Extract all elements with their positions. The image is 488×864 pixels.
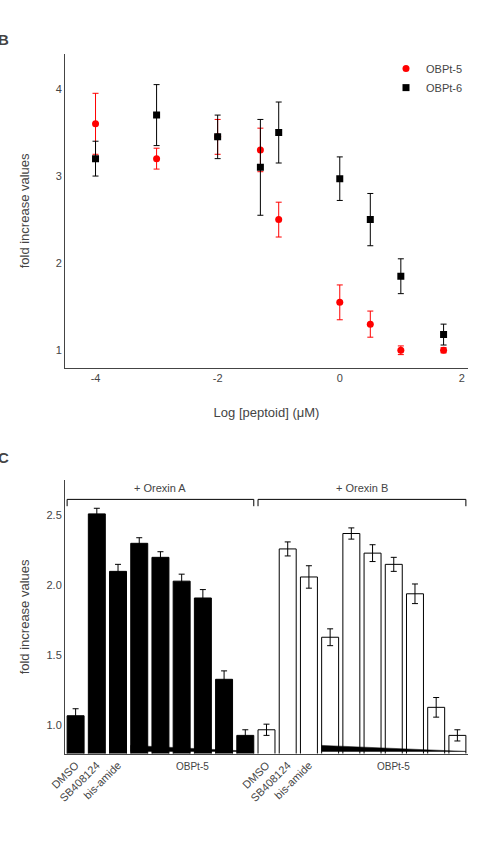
svg-text:4: 4 xyxy=(56,83,62,95)
svg-text:0: 0 xyxy=(337,372,343,384)
svg-text:-4: -4 xyxy=(91,372,101,384)
svg-text:+ Orexin A: + Orexin A xyxy=(134,482,186,494)
svg-text:B: B xyxy=(0,31,9,48)
svg-text:1.0: 1.0 xyxy=(47,719,62,731)
svg-text:Log [peptoid] (μM): Log [peptoid] (μM) xyxy=(214,405,320,420)
svg-text:fold increase values: fold increase values xyxy=(17,153,32,268)
svg-text:OBPt-5: OBPt-5 xyxy=(377,761,410,772)
svg-text:1.5: 1.5 xyxy=(47,649,62,661)
svg-text:OBPt-5: OBPt-5 xyxy=(426,63,462,75)
svg-text:SB408124: SB408124 xyxy=(248,759,293,804)
svg-text:fold increase values: fold increase values xyxy=(17,559,32,674)
svg-text:3: 3 xyxy=(56,170,62,182)
svg-text:-2: -2 xyxy=(213,372,223,384)
svg-text:OBPt-6: OBPt-6 xyxy=(426,82,462,94)
svg-text:OBPt-5: OBPt-5 xyxy=(176,761,209,772)
svg-text:C: C xyxy=(0,449,9,466)
svg-text:1: 1 xyxy=(56,344,62,356)
svg-text:+ Orexin B: + Orexin B xyxy=(336,482,388,494)
svg-text:2.5: 2.5 xyxy=(47,509,62,521)
svg-text:2: 2 xyxy=(56,257,62,269)
svg-text:2: 2 xyxy=(459,372,465,384)
svg-text:bis-amide: bis-amide xyxy=(272,759,314,801)
svg-text:DMSO: DMSO xyxy=(49,759,81,791)
svg-text:SB408124: SB408124 xyxy=(57,759,102,804)
svg-text:2.0: 2.0 xyxy=(47,579,62,591)
svg-text:bis-amide: bis-amide xyxy=(81,759,123,801)
svg-text:DMSO: DMSO xyxy=(240,759,272,791)
